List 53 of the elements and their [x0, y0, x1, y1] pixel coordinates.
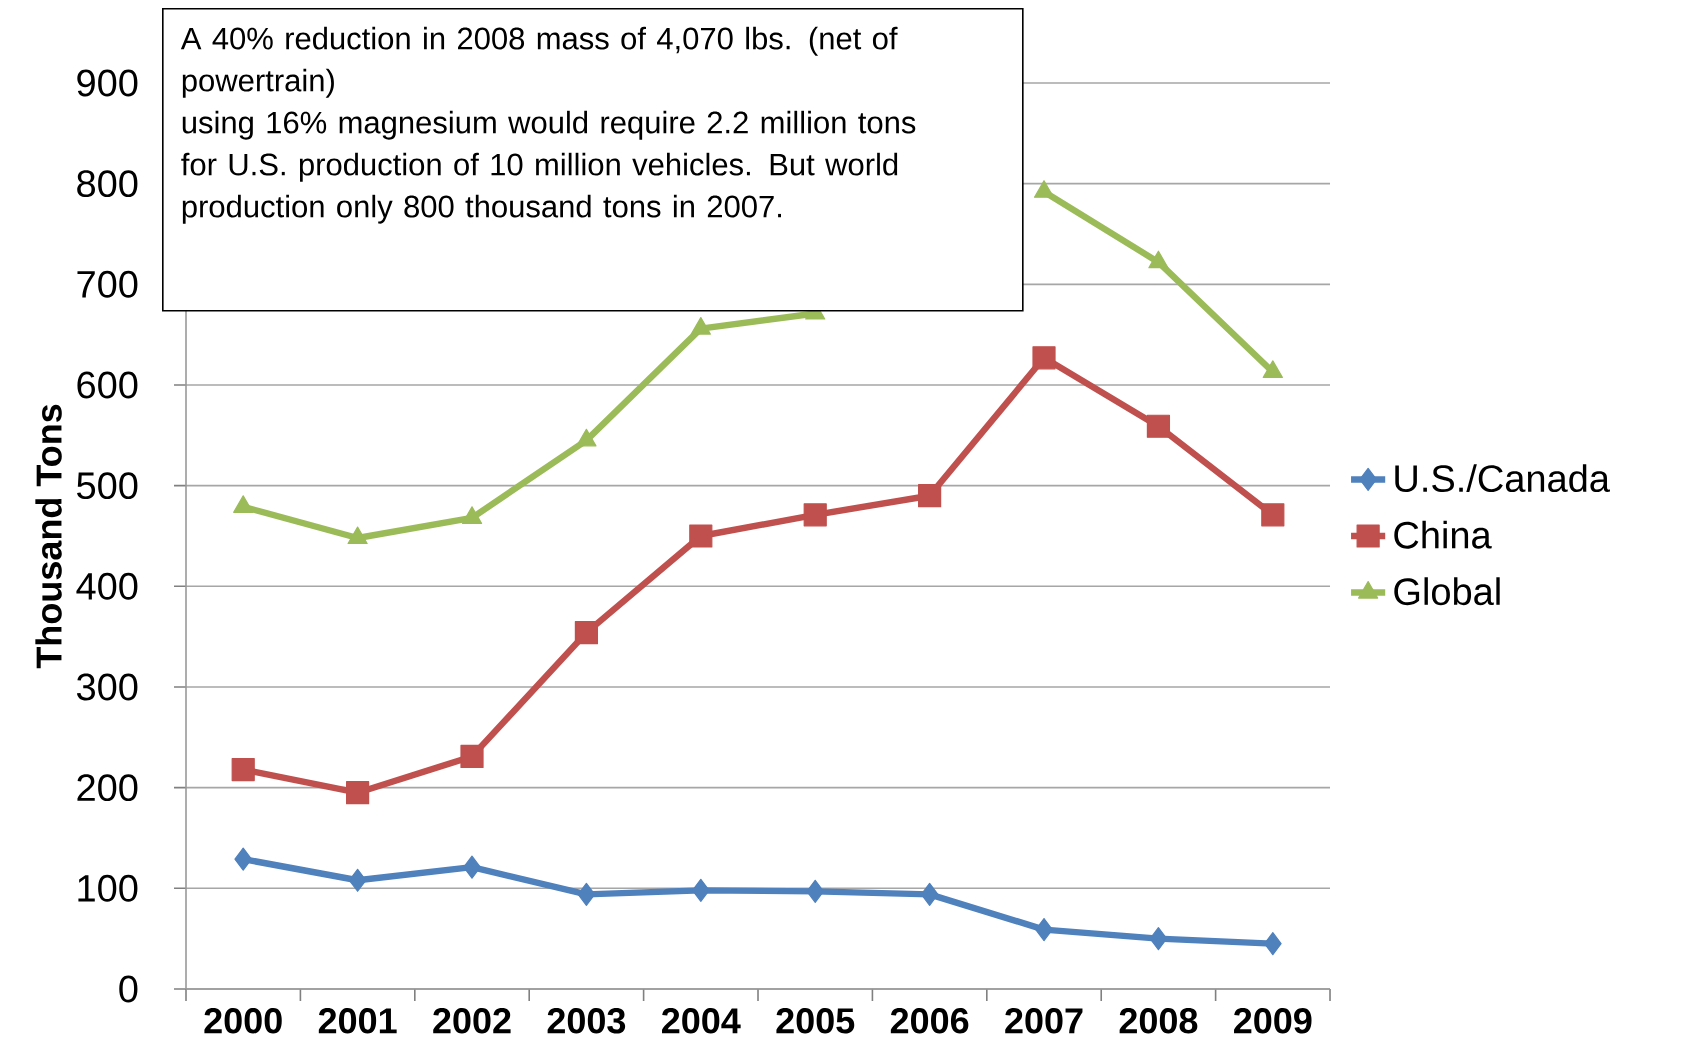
x-tick-label: 2004	[662, 1008, 741, 1034]
point	[691, 878, 710, 902]
point	[577, 882, 596, 906]
x-tick-label: 2009	[1234, 1008, 1312, 1034]
legend-label: U.S./Canada	[1395, 464, 1610, 493]
point	[460, 744, 484, 769]
point	[918, 484, 942, 508]
y-tick-label: 100	[78, 874, 138, 902]
point	[690, 317, 711, 335]
y-tick-label: 0	[119, 975, 138, 1003]
x-tick-label: 2000	[204, 1008, 282, 1034]
x-tick-label: 2001	[318, 1008, 397, 1034]
point	[1263, 932, 1282, 956]
point	[806, 879, 825, 903]
point	[1033, 180, 1055, 198]
legend-label: Global	[1394, 577, 1500, 606]
point	[234, 847, 253, 871]
y-tick-label: 600	[77, 371, 138, 399]
x-tick-label: 2003	[547, 1008, 626, 1034]
x-tick-label: 2005	[776, 1008, 855, 1034]
y-tick-label: 300	[76, 673, 138, 701]
point	[231, 757, 255, 782]
legend-label: China	[1394, 520, 1492, 549]
annotation: using 16% magnesium would require 2.2 million tons for U.S. production of 10 million vehicles. But world production only 800 thousand tons in 2007.	[181, 110, 916, 224]
point	[1146, 414, 1171, 438]
point	[347, 526, 368, 545]
point	[920, 882, 939, 906]
point	[1035, 917, 1053, 942]
y-tick-label: 700	[77, 270, 138, 298]
point	[461, 506, 483, 524]
point	[233, 495, 254, 513]
y-tick-label: 200	[77, 774, 138, 802]
point	[463, 855, 481, 879]
y-tick-label: 800	[77, 170, 138, 198]
point	[348, 868, 367, 892]
point	[803, 503, 827, 527]
point	[1261, 503, 1285, 527]
point	[689, 524, 713, 548]
y-tick-label: 500	[77, 472, 138, 500]
x-tick-label: 2007	[1005, 1008, 1083, 1034]
point	[1149, 927, 1168, 951]
y-tick-label: 400	[76, 572, 138, 600]
point	[576, 428, 597, 447]
y-tick-label: 900	[77, 69, 138, 97]
x-tick-label: 2002	[433, 1008, 511, 1034]
annotation: A 40% reduction in 2008 mass of 4,070 lbs. (net of powertrain)	[180, 26, 898, 98]
x-tick-label: 2006	[890, 1008, 969, 1034]
x-tick-label: 2008	[1119, 1008, 1198, 1034]
point	[346, 781, 370, 805]
y-axis-title: Thousand Tons	[35, 404, 62, 669]
point	[1148, 250, 1169, 269]
point	[1262, 360, 1283, 378]
point	[574, 621, 599, 645]
